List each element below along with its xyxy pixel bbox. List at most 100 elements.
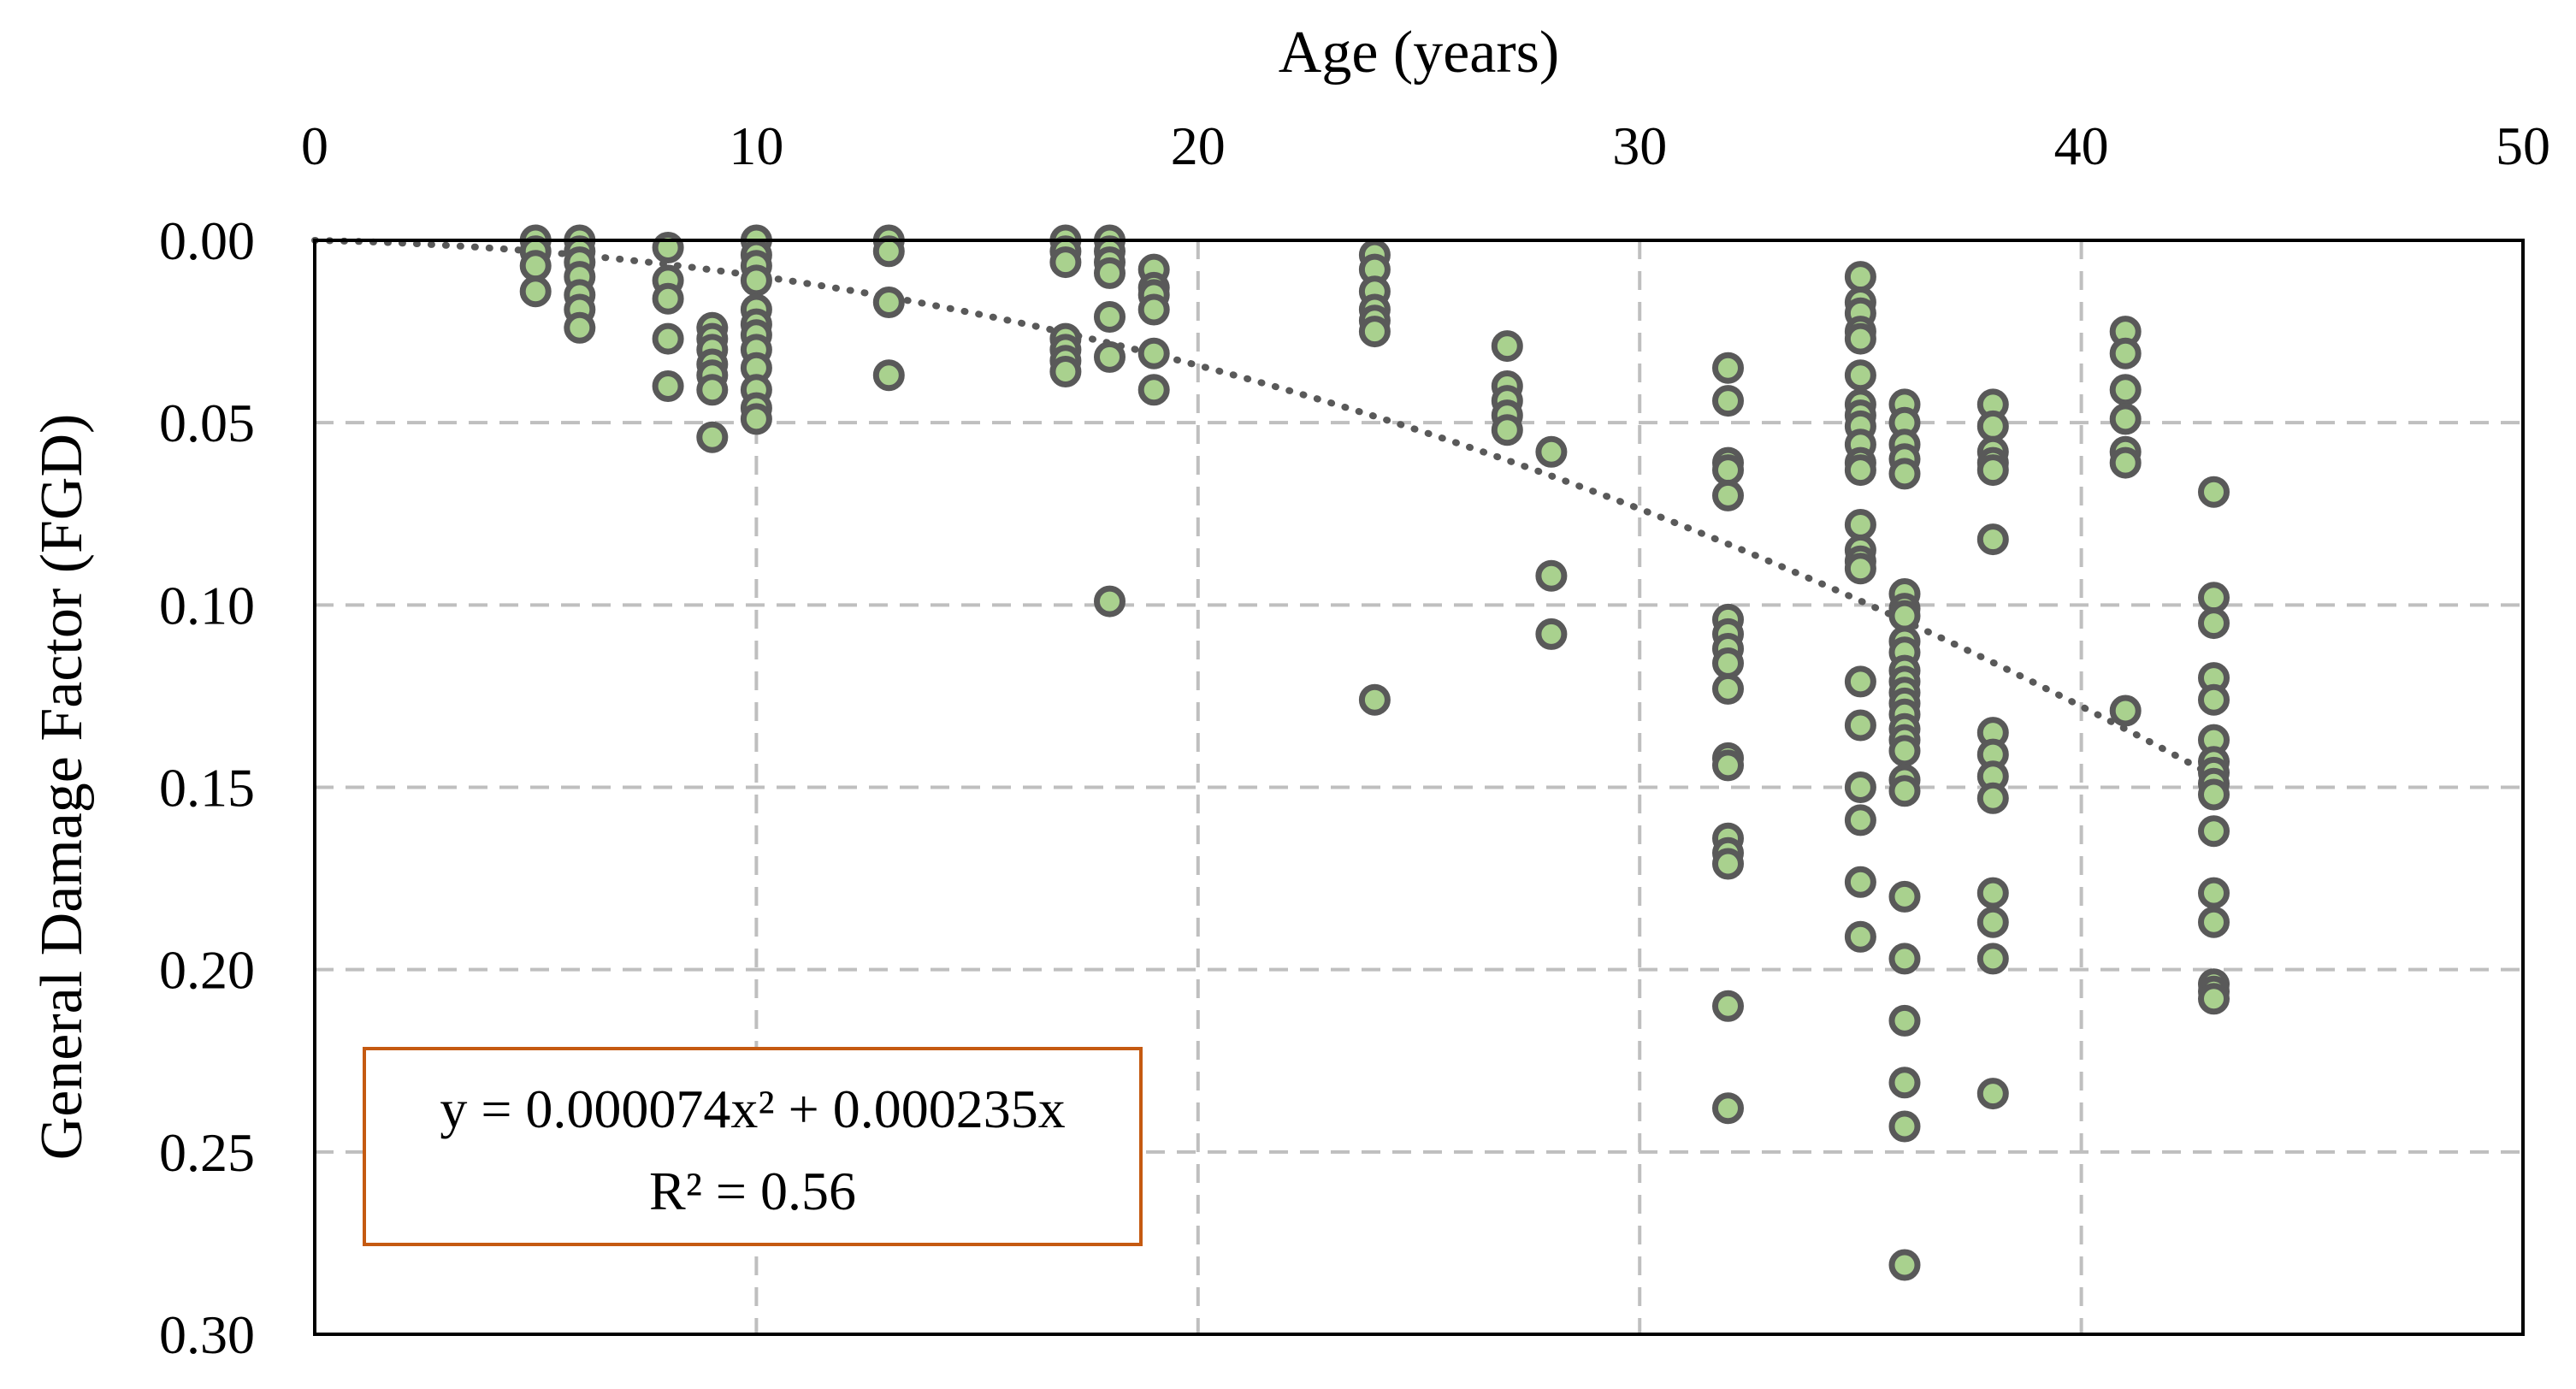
data-point xyxy=(652,322,684,355)
data-point xyxy=(2109,337,2142,369)
x-tick-label: 0 xyxy=(301,115,328,176)
data-point xyxy=(1888,600,1921,632)
data-point xyxy=(1712,647,1744,679)
data-point xyxy=(2198,877,2230,909)
data-point xyxy=(1844,454,1876,487)
data-point xyxy=(1094,257,1126,289)
polynomial-trendline xyxy=(311,237,2218,780)
data-point xyxy=(2198,607,2230,640)
y-tick-label: 0.05 xyxy=(159,393,255,453)
data-point xyxy=(1844,804,1876,836)
data-point xyxy=(1888,943,1921,975)
data-point xyxy=(1712,352,1744,384)
data-point xyxy=(1844,866,1876,898)
data-point xyxy=(1888,1249,1921,1281)
data-point xyxy=(519,275,552,308)
data-point xyxy=(1712,990,1744,1022)
trendline-r-squared: R² = 0.56 xyxy=(649,1161,856,1221)
data-point xyxy=(1976,523,2009,556)
trendline-equation: y = 0.000074x² + 0.000235x xyxy=(440,1079,1065,1139)
data-point xyxy=(1844,261,1876,293)
data-point xyxy=(652,370,684,402)
data-point xyxy=(1049,246,1082,279)
trendline-layer xyxy=(311,237,2218,780)
data-point xyxy=(1976,410,2009,442)
y-tick-label: 0.30 xyxy=(159,1304,255,1365)
data-point xyxy=(2109,446,2142,479)
data-point xyxy=(872,359,905,392)
data-point xyxy=(2198,906,2230,938)
data-point xyxy=(1976,1078,2009,1110)
x-tick-label: 10 xyxy=(729,115,783,176)
y-tick-label: 0.10 xyxy=(159,575,255,635)
data-point xyxy=(2198,778,2230,811)
data-point xyxy=(1358,316,1391,348)
data-point xyxy=(696,421,729,453)
plot-area-frame xyxy=(313,239,2525,1336)
data-point xyxy=(1094,340,1126,373)
y-tick-label: 0.25 xyxy=(159,1122,255,1183)
data-point xyxy=(1844,553,1876,585)
data-point xyxy=(1712,385,1744,417)
data-point xyxy=(1137,374,1170,406)
data-point xyxy=(1888,1110,1921,1143)
data-point xyxy=(2109,403,2142,435)
data-point xyxy=(1888,880,1921,913)
y-tick-label: 0.15 xyxy=(159,758,255,819)
y-axis-title: General Damage Factor (FGD) xyxy=(29,414,95,1161)
data-point xyxy=(1712,454,1744,487)
data-point xyxy=(1491,414,1523,446)
data-point xyxy=(1712,672,1744,705)
data-point xyxy=(1844,359,1876,392)
data-point xyxy=(1535,435,1568,468)
data-point xyxy=(1094,301,1126,333)
data-point xyxy=(1976,877,2009,909)
data-point xyxy=(564,311,596,344)
y-tick-label: 0.00 xyxy=(159,210,255,271)
x-axis-title: Age (years) xyxy=(1279,20,1559,86)
x-tick-label: 50 xyxy=(2496,115,2550,176)
x-axis-tick-labels: 0 10 20 30 40 50 xyxy=(301,115,2550,176)
data-point xyxy=(2109,694,2142,727)
x-tick-label: 20 xyxy=(1171,115,1226,176)
data-point xyxy=(2198,582,2230,614)
data-point xyxy=(1976,782,2009,814)
data-points xyxy=(519,224,2230,1281)
data-point xyxy=(519,250,552,282)
equation-box-border xyxy=(363,1047,1143,1246)
data-point xyxy=(2109,374,2142,406)
data-point xyxy=(872,235,905,268)
data-point xyxy=(1535,559,1568,592)
data-point xyxy=(1844,709,1876,742)
data-point xyxy=(1712,1092,1744,1125)
data-point xyxy=(2198,476,2230,508)
data-point xyxy=(740,264,772,297)
x-tick-label: 40 xyxy=(2054,115,2109,176)
data-point xyxy=(1137,337,1170,369)
data-point xyxy=(1844,920,1876,953)
data-point xyxy=(872,287,905,318)
data-point xyxy=(652,282,684,315)
data-point xyxy=(1976,454,2009,487)
data-point xyxy=(1049,356,1082,387)
y-axis-tick-labels: 0.00 0.05 0.10 0.15 0.20 0.25 0.30 xyxy=(159,210,255,1365)
data-point xyxy=(1137,293,1170,326)
data-point xyxy=(1358,683,1391,716)
data-point xyxy=(2198,815,2230,848)
data-point xyxy=(1844,509,1876,541)
data-point xyxy=(1712,848,1744,880)
y-tick-label: 0.20 xyxy=(159,940,255,1001)
data-point xyxy=(1888,1004,1921,1037)
data-point xyxy=(696,374,729,406)
data-point xyxy=(1844,322,1876,355)
x-tick-label: 30 xyxy=(1612,115,1667,176)
data-point xyxy=(1712,749,1744,782)
trendline-equation-box: y = 0.000074x² + 0.000235x R² = 0.56 xyxy=(363,1047,1143,1246)
data-point xyxy=(1712,479,1744,511)
data-point xyxy=(740,403,772,435)
data-point xyxy=(1888,735,1921,767)
data-point xyxy=(1094,585,1126,618)
data-point xyxy=(1976,943,2009,975)
data-point xyxy=(1976,906,2009,938)
